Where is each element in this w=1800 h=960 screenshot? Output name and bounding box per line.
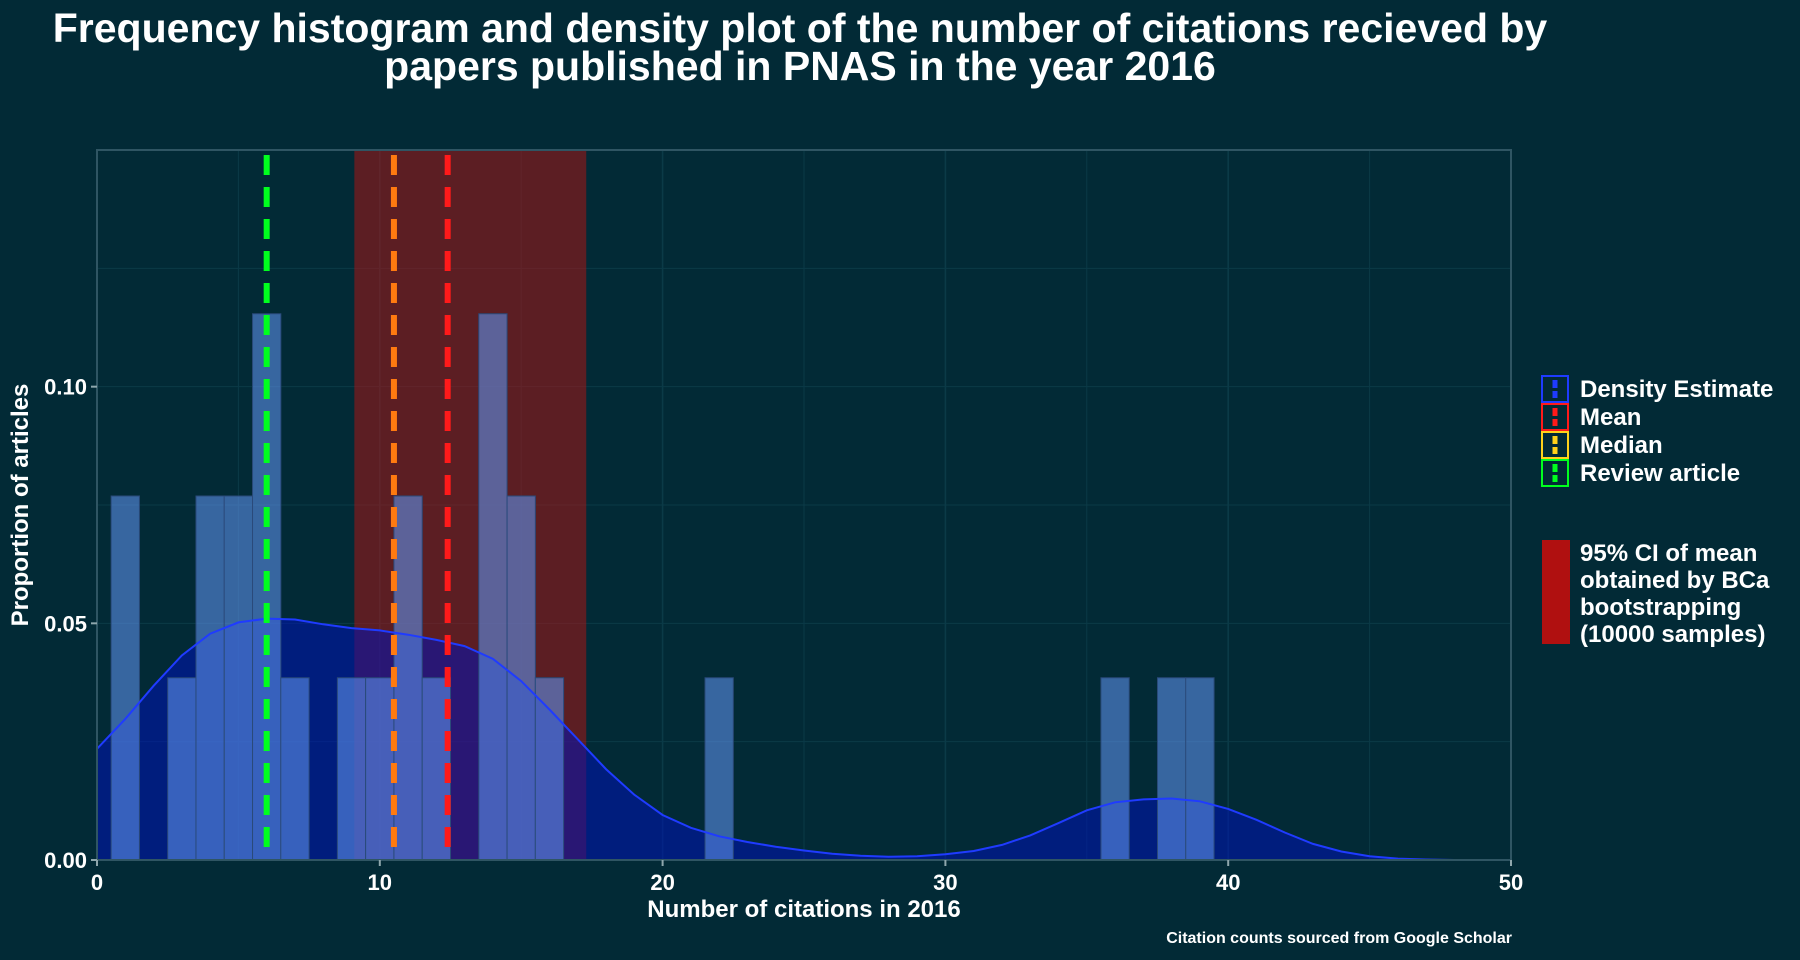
plot-border [96, 149, 1512, 861]
x-tick-label: 0 [91, 870, 103, 895]
histogram-bar [1100, 677, 1130, 861]
histogram-bar [704, 677, 734, 861]
legend-key [1541, 403, 1569, 431]
chart-subtitle: papers published in PNAS in the year 201… [384, 43, 1216, 89]
histogram-bar [167, 677, 197, 861]
y-tick-label: 0.10 [44, 375, 87, 400]
histogram-bar [393, 495, 423, 861]
legend-item-label: Mean [1580, 404, 1641, 431]
histogram-bar [506, 495, 536, 861]
histogram-bar [1157, 677, 1187, 861]
x-tick-label: 50 [1499, 870, 1523, 895]
y-tick-label: 0.05 [44, 611, 87, 636]
chart-title: Frequency histogram and density plot of … [52, 5, 1548, 51]
histogram-bar [1185, 677, 1215, 861]
legend-item-label: Median [1580, 432, 1663, 459]
x-tick-label: 20 [650, 870, 674, 895]
legend-ci-key [1542, 540, 1570, 644]
histogram-bar [534, 677, 565, 861]
x-axis-label: Number of citations in 2016 [647, 896, 960, 923]
histogram-bar [365, 677, 395, 861]
legend-key [1541, 375, 1569, 403]
histogram-bar [478, 313, 508, 861]
legend-ci-label: obtained by BCa [1580, 567, 1770, 594]
histogram-bar [195, 495, 225, 861]
legend-ci-label: (10000 samples) [1580, 621, 1765, 648]
legend-ci-label: 95% CI of mean [1580, 540, 1757, 567]
legend-key [1541, 431, 1569, 459]
y-axis-label: Proportion of articles [7, 384, 34, 627]
chart-caption: Citation counts sourced from Google Scho… [1166, 930, 1512, 947]
x-tick-label: 10 [368, 870, 392, 895]
legend-ci-label: bootstrapping [1580, 594, 1741, 621]
x-tick-label: 30 [933, 870, 957, 895]
legend-item-label: Review article [1580, 460, 1740, 487]
histogram-bar [223, 495, 254, 861]
legend-key [1541, 459, 1569, 487]
x-tick-label: 40 [1216, 870, 1240, 895]
density-line [96, 617, 1511, 861]
histogram-bar [280, 677, 310, 861]
histogram-bar [110, 495, 140, 861]
y-tick-label: 0.00 [44, 848, 87, 873]
legend-item-label: Density Estimate [1580, 376, 1773, 403]
histogram-bar [336, 677, 367, 861]
